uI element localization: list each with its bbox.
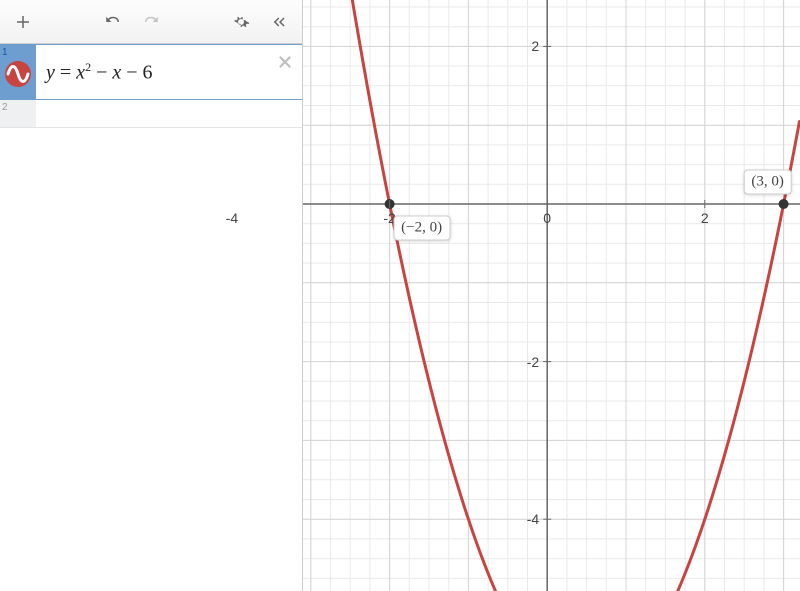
point-label[interactable]: (3, 0): [743, 170, 792, 195]
redo-button[interactable]: [134, 7, 168, 37]
point-label[interactable]: (−2, 0): [393, 216, 450, 241]
expression-text: y = x2 − x − 6: [46, 60, 153, 85]
wave-icon: [5, 61, 31, 87]
expression-index: 1: [2, 47, 8, 58]
delete-expression-button[interactable]: [274, 51, 296, 73]
gear-icon: [232, 13, 250, 31]
undo-button[interactable]: [96, 7, 130, 37]
plus-icon: [14, 13, 32, 31]
x-tick-label: 0: [543, 210, 551, 226]
settings-button[interactable]: [224, 7, 258, 37]
add-expression-button[interactable]: [6, 7, 40, 37]
expression-list: 1 y = x2 − x − 6: [0, 44, 302, 591]
x-tick-label: -4: [226, 210, 238, 226]
y-tick-label: -4: [527, 511, 539, 527]
expression-row[interactable]: 2: [0, 100, 302, 128]
expression-color-swatch[interactable]: [5, 61, 31, 87]
collapse-panel-button[interactable]: [262, 7, 296, 37]
expression-input[interactable]: y = x2 − x − 6: [36, 45, 302, 99]
expression-panel: 1 y = x2 − x − 6: [0, 0, 303, 591]
expression-toolbar: [0, 0, 302, 44]
y-tick-label: 2: [531, 38, 539, 54]
chevrons-left-icon: [270, 13, 288, 31]
expression-row[interactable]: 1 y = x2 − x − 6: [0, 44, 302, 100]
y-tick-label: -2: [527, 354, 539, 370]
close-icon: [276, 53, 294, 71]
expression-index: 2: [2, 102, 8, 113]
redo-icon: [142, 13, 160, 31]
x-tick-label: 2: [701, 210, 709, 226]
graph-canvas[interactable]: -4-202442-2-4-6(−2, 0)(3, 0): [303, 0, 800, 591]
expression-gutter: 2: [0, 100, 36, 127]
undo-icon: [104, 13, 122, 31]
